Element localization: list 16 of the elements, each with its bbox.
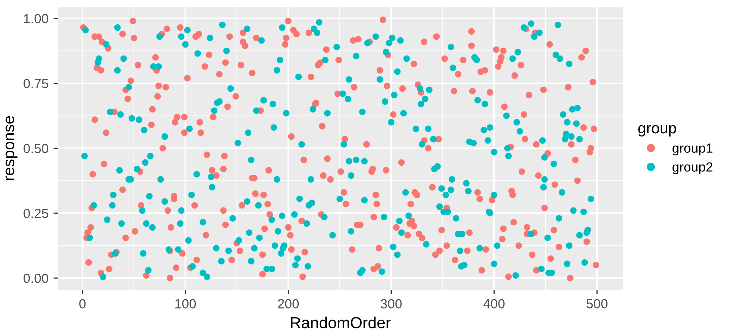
x-tick-label: 100 [176,299,196,309]
x-axis-title: RandomOrder [291,316,391,329]
legend-label: group2 [672,162,713,175]
x-tick-label: 0 [80,299,86,309]
legend-label: group1 [672,144,713,156]
y-tick-label: 0.25 [24,208,48,218]
y-tick-label: 0.75 [24,79,48,89]
x-tick-label: 400 [484,299,505,309]
legend-title: group [638,125,676,137]
y-tick-label: 1.00 [24,14,48,24]
y-tick-label: 0.50 [24,144,48,154]
y-tick-label: 0.00 [24,274,48,284]
x-tick-label: 200 [278,299,300,309]
y-axis-title: response [6,116,18,180]
x-tick-label: 300 [380,299,402,309]
x-tick-label: 500 [586,299,608,309]
